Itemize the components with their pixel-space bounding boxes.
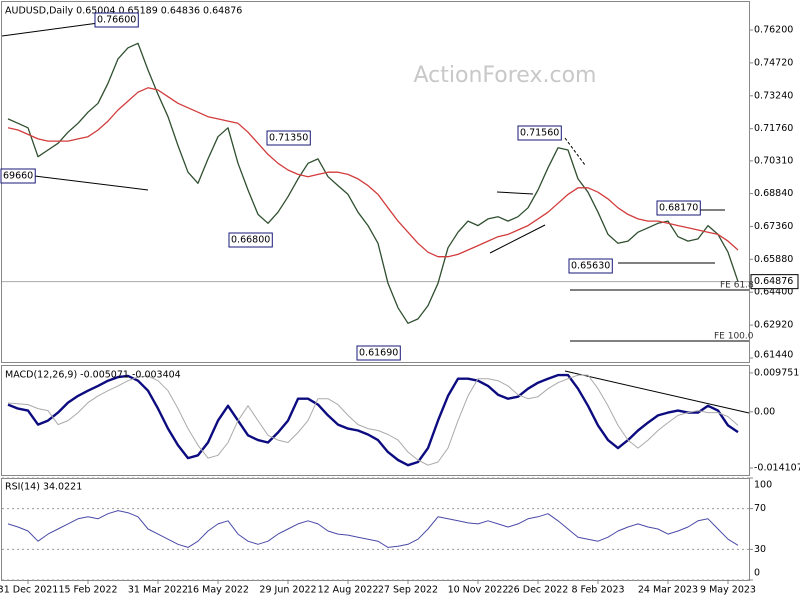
series-line	[7, 374, 739, 466]
level-label: FE 100.0	[714, 332, 754, 342]
x-tick-label: 8 Feb 2023	[571, 585, 624, 596]
trend-line	[489, 224, 546, 254]
y-tick-label: 0.009751	[754, 368, 799, 379]
level-box	[94, 12, 139, 28]
y-tick-label: 0.74720	[754, 57, 793, 68]
x-tick-label: 15 Feb 2022	[58, 585, 117, 596]
level-box	[656, 200, 701, 216]
y-tick-label: 0	[754, 568, 760, 579]
y-tick-label: 100	[754, 480, 772, 491]
level-label: FE 61.8	[720, 281, 754, 291]
level-label: 0.61690	[359, 348, 398, 359]
x-tick-label: 16 May 2022	[187, 585, 249, 596]
y-tick-label: 0.00	[754, 406, 775, 417]
x-tick-label: 10 Nov 2022	[448, 585, 509, 596]
level-label: 0.68170	[659, 203, 698, 214]
x-tick-label: 31 Dec 2021	[0, 585, 58, 596]
level-box	[517, 125, 562, 141]
y-tick-label: 0.65880	[754, 254, 793, 265]
x-tick-label: 24 Mar 2023	[638, 585, 698, 596]
y-tick-label: 0.67360	[754, 221, 793, 232]
panel-title: MACD(12,26,9) -0.005071 -0.003404	[5, 370, 181, 381]
y-tick-label: 0.71760	[754, 123, 793, 134]
series-line	[7, 510, 739, 548]
panel-title: AUDUSD,Daily 0.65004 0.65189 0.64836 0.6…	[5, 6, 242, 17]
level-box	[266, 130, 311, 146]
series-line	[7, 42, 739, 324]
y-tick-label: 0.62920	[754, 320, 793, 331]
x-tick-label: 27 Sep 2022	[378, 585, 438, 596]
level-label: 0.66800	[231, 235, 270, 246]
x-tick-label: 31 Mar 2022	[128, 585, 188, 596]
y-tick-label: 0.64400	[754, 287, 793, 298]
last-price-box	[750, 274, 799, 290]
watermark: ActionForex.com	[414, 63, 597, 88]
rsi-panel	[1, 478, 750, 581]
level-label: 0.65630	[571, 261, 610, 272]
series-line	[7, 373, 739, 467]
last-price-label: 0.64876	[754, 276, 793, 287]
level-box	[568, 258, 613, 274]
x-tick-label: 29 Jun 2022	[259, 585, 316, 596]
y-tick-label: 0.76200	[754, 25, 793, 36]
trend-line	[564, 370, 750, 414]
panel-title: RSI(14) 34.0221	[5, 482, 82, 493]
level-box	[228, 232, 273, 248]
y-tick-label: 0.61440	[754, 350, 793, 361]
x-tick-label: 26 Dec 2022	[508, 585, 569, 596]
series-line	[7, 87, 739, 258]
macd-panel	[1, 365, 750, 476]
level-box	[0, 168, 36, 184]
level-box	[356, 345, 401, 361]
trend-line	[564, 137, 586, 166]
level-label: 0.71560	[520, 128, 559, 139]
y-tick-label: 0.73240	[754, 90, 793, 101]
y-tick-label: 0.68840	[754, 188, 793, 199]
y-tick-label: -0.014107	[754, 463, 800, 474]
level-label: 0.71350	[269, 133, 308, 144]
x-tick-label: 9 May 2023	[700, 585, 756, 596]
level-label: 0.76600	[97, 15, 136, 26]
y-tick-label: 30	[754, 544, 766, 555]
y-tick-label: 0.70310	[754, 155, 793, 166]
trend-line	[496, 191, 534, 195]
x-tick-label: 12 Aug 2022	[318, 585, 379, 596]
level-label: 69660	[3, 171, 33, 182]
y-tick-label: 70	[754, 503, 766, 514]
